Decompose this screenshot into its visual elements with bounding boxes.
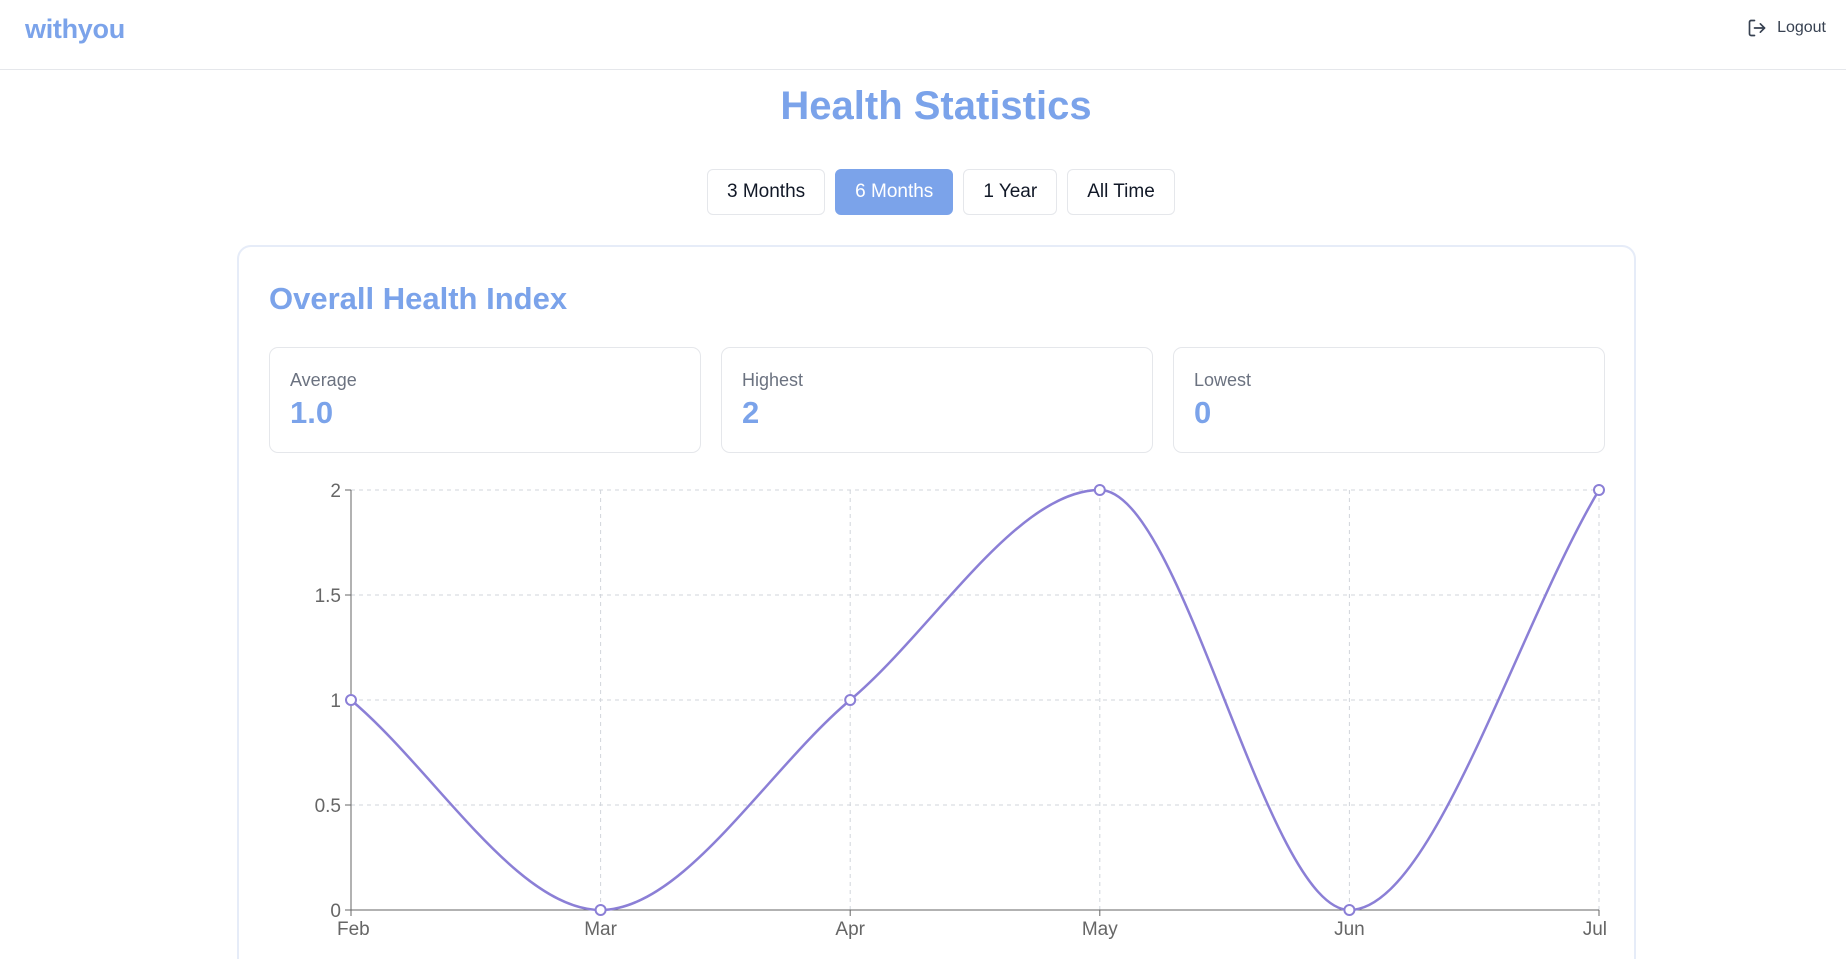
logout-label: Logout — [1777, 19, 1826, 36]
stat-lowest: Lowest 0 — [1173, 347, 1605, 453]
range-6-months-button[interactable]: 6 Months — [835, 169, 954, 215]
stat-highest-value: 2 — [742, 395, 760, 430]
data-point — [1343, 904, 1356, 916]
health-index-card: Overall Health Index Average 1.0 Highest… — [237, 245, 1636, 959]
data-point — [844, 694, 857, 706]
x-tick-label: Mar — [584, 919, 617, 940]
range-all-time-button[interactable]: All Time — [1067, 169, 1175, 215]
x-tick-label: Feb — [337, 919, 370, 940]
x-tick-label: Jun — [1334, 919, 1365, 940]
stat-highest: Highest 2 — [721, 347, 1153, 453]
y-tick-label: 1 — [330, 691, 341, 712]
data-point — [594, 904, 607, 916]
stat-average-value: 1.0 — [290, 395, 334, 430]
range-1-year-button[interactable]: 1 Year — [963, 169, 1058, 215]
stat-highest-label: Highest — [742, 370, 804, 390]
y-tick-label: 2 — [330, 481, 341, 502]
y-tick-label: 0 — [330, 901, 341, 922]
logout-button[interactable]: Logout — [1747, 18, 1826, 38]
stats-row: Average 1.0 Highest 2 Lowest 0 — [269, 347, 1605, 453]
x-tick-label: Apr — [835, 919, 865, 940]
y-tick-label: 1.5 — [315, 586, 341, 607]
y-tick-label: 0.5 — [315, 796, 341, 817]
health-index-line-chart: 0 0.5 1 1.5 2 Feb Mar Apr May Jun Jul — [315, 481, 1607, 940]
stat-lowest-value: 0 — [1194, 395, 1212, 430]
stat-average-label: Average — [290, 370, 357, 390]
data-point — [1593, 484, 1605, 496]
stat-lowest-label: Lowest — [1194, 370, 1252, 390]
data-point — [1093, 484, 1106, 496]
page-title: Health Statistics — [780, 84, 1092, 128]
stat-average: Average 1.0 — [269, 347, 701, 453]
card-title: Overall Health Index — [269, 281, 568, 316]
x-tick-label: Jul — [1583, 919, 1607, 940]
top-navbar: withyou Logout — [0, 0, 1846, 70]
logout-icon — [1748, 19, 1766, 37]
time-range-tabs: 3 Months 6 Months 1 Year All Time — [707, 169, 1175, 215]
app-logo[interactable]: withyou — [25, 14, 125, 44]
x-tick-label: May — [1082, 919, 1118, 940]
series-line — [350, 488, 1601, 912]
data-point — [345, 694, 357, 706]
range-3-months-button[interactable]: 3 Months — [707, 169, 826, 215]
